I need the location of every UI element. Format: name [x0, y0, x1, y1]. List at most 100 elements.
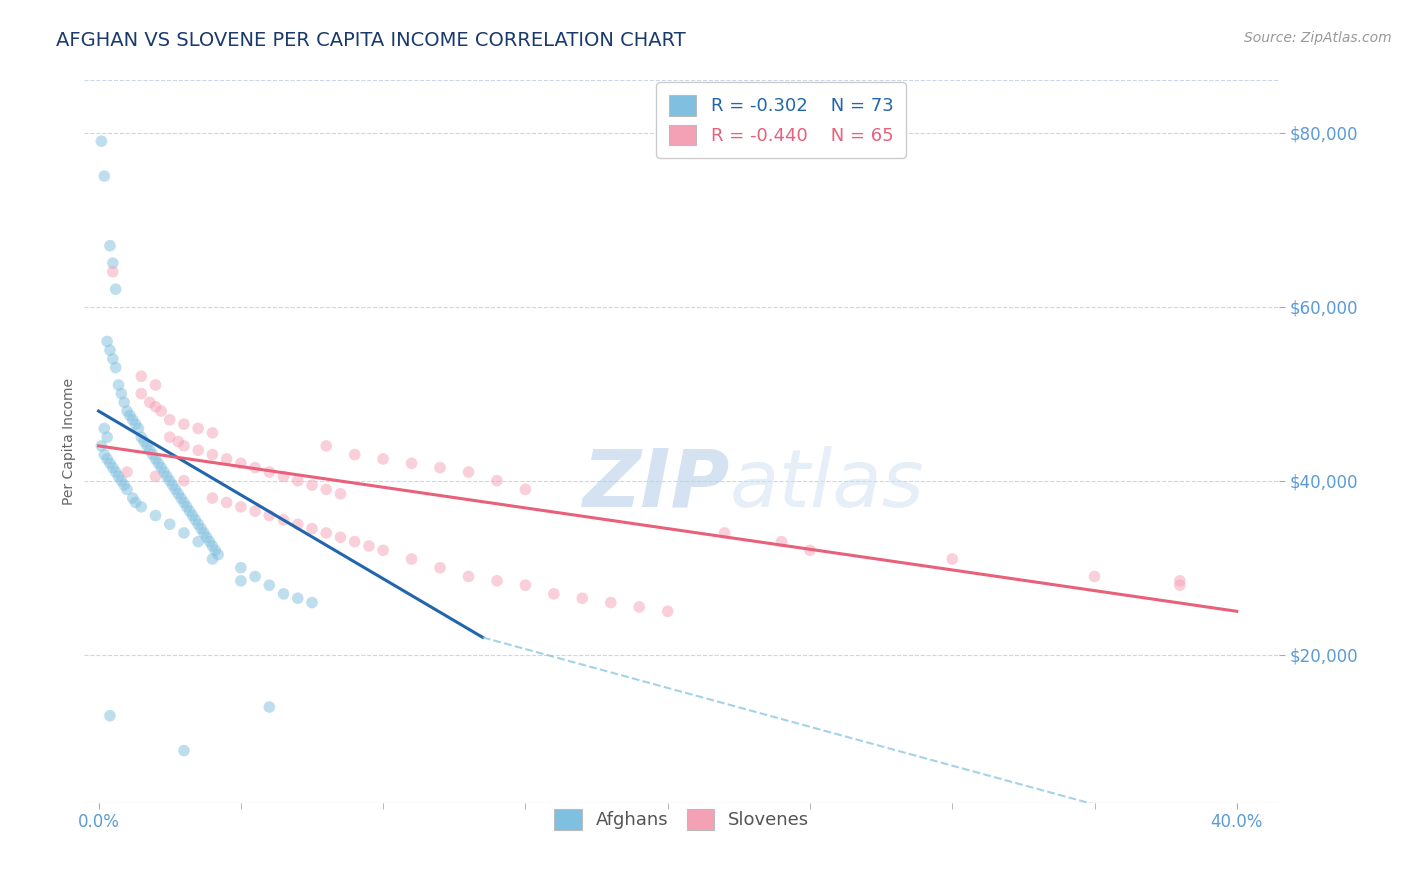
Point: [98, 456, 121, 470]
Point: [98, 238, 121, 252]
Point: [107, 378, 129, 392]
Point: [115, 483, 138, 497]
Point: [127, 421, 149, 435]
Point: [287, 474, 309, 488]
Point: [287, 591, 309, 606]
Point: [110, 386, 132, 401]
Point: [599, 596, 621, 610]
Point: [187, 421, 209, 435]
Point: [139, 443, 162, 458]
Point: [181, 508, 204, 523]
Point: [98, 343, 121, 358]
Point: [201, 448, 224, 462]
Point: [150, 404, 173, 418]
Point: [179, 504, 201, 518]
Point: [315, 483, 337, 497]
Text: ZIP: ZIP: [582, 446, 730, 524]
Point: [287, 517, 309, 532]
Point: [145, 508, 167, 523]
Point: [215, 495, 238, 509]
Point: [104, 465, 127, 479]
Point: [301, 596, 323, 610]
Point: [187, 443, 209, 458]
Point: [112, 478, 135, 492]
Point: [150, 460, 173, 475]
Point: [770, 534, 793, 549]
Point: [173, 743, 195, 757]
Point: [129, 500, 152, 514]
Point: [176, 500, 198, 514]
Point: [136, 439, 159, 453]
Point: [173, 417, 195, 431]
Point: [129, 430, 152, 444]
Point: [201, 425, 224, 440]
Point: [301, 522, 323, 536]
Point: [485, 474, 508, 488]
Y-axis label: Per Capita Income: Per Capita Income: [62, 378, 76, 505]
Point: [628, 599, 651, 614]
Point: [329, 530, 352, 544]
Point: [165, 483, 187, 497]
Point: [93, 169, 115, 183]
Point: [121, 413, 143, 427]
Point: [243, 460, 266, 475]
Text: Source: ZipAtlas.com: Source: ZipAtlas.com: [1244, 31, 1392, 45]
Point: [195, 530, 218, 544]
Point: [139, 395, 162, 409]
Point: [229, 456, 252, 470]
Point: [159, 474, 181, 488]
Point: [187, 534, 209, 549]
Point: [115, 404, 138, 418]
Point: [124, 495, 146, 509]
Point: [315, 525, 337, 540]
Point: [201, 539, 224, 553]
Point: [173, 525, 195, 540]
Point: [198, 534, 221, 549]
Point: [215, 452, 238, 467]
Point: [173, 474, 195, 488]
Point: [129, 369, 152, 384]
Point: [273, 469, 295, 483]
Point: [132, 434, 156, 449]
Point: [343, 534, 366, 549]
Point: [173, 439, 195, 453]
Point: [207, 548, 229, 562]
Point: [315, 439, 337, 453]
Point: [273, 587, 295, 601]
Point: [101, 256, 124, 270]
Point: [156, 469, 179, 483]
Point: [229, 500, 252, 514]
Point: [129, 386, 152, 401]
Point: [373, 452, 395, 467]
Point: [1083, 569, 1105, 583]
Point: [167, 434, 190, 449]
Point: [96, 430, 118, 444]
Point: [93, 448, 115, 462]
Point: [145, 378, 167, 392]
Point: [90, 134, 112, 148]
Point: [159, 413, 181, 427]
Point: [96, 334, 118, 349]
Point: [201, 491, 224, 505]
Point: [515, 483, 537, 497]
Point: [167, 487, 190, 501]
Point: [193, 525, 215, 540]
Point: [259, 508, 281, 523]
Point: [104, 360, 127, 375]
Point: [184, 513, 207, 527]
Point: [259, 465, 281, 479]
Point: [457, 569, 479, 583]
Point: [799, 543, 821, 558]
Point: [101, 460, 124, 475]
Point: [543, 587, 565, 601]
Point: [121, 491, 143, 505]
Text: atlas: atlas: [730, 446, 925, 524]
Point: [401, 552, 423, 566]
Point: [101, 351, 124, 366]
Point: [145, 452, 167, 467]
Point: [429, 460, 451, 475]
Point: [187, 517, 209, 532]
Point: [148, 456, 170, 470]
Point: [107, 469, 129, 483]
Point: [145, 469, 167, 483]
